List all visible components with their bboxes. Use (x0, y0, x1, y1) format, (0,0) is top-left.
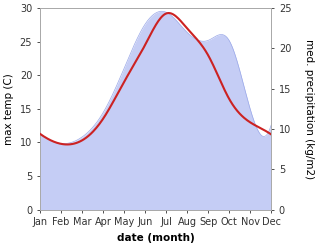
X-axis label: date (month): date (month) (117, 233, 194, 243)
Y-axis label: med. precipitation (kg/m2): med. precipitation (kg/m2) (304, 39, 314, 179)
Y-axis label: max temp (C): max temp (C) (4, 73, 14, 145)
